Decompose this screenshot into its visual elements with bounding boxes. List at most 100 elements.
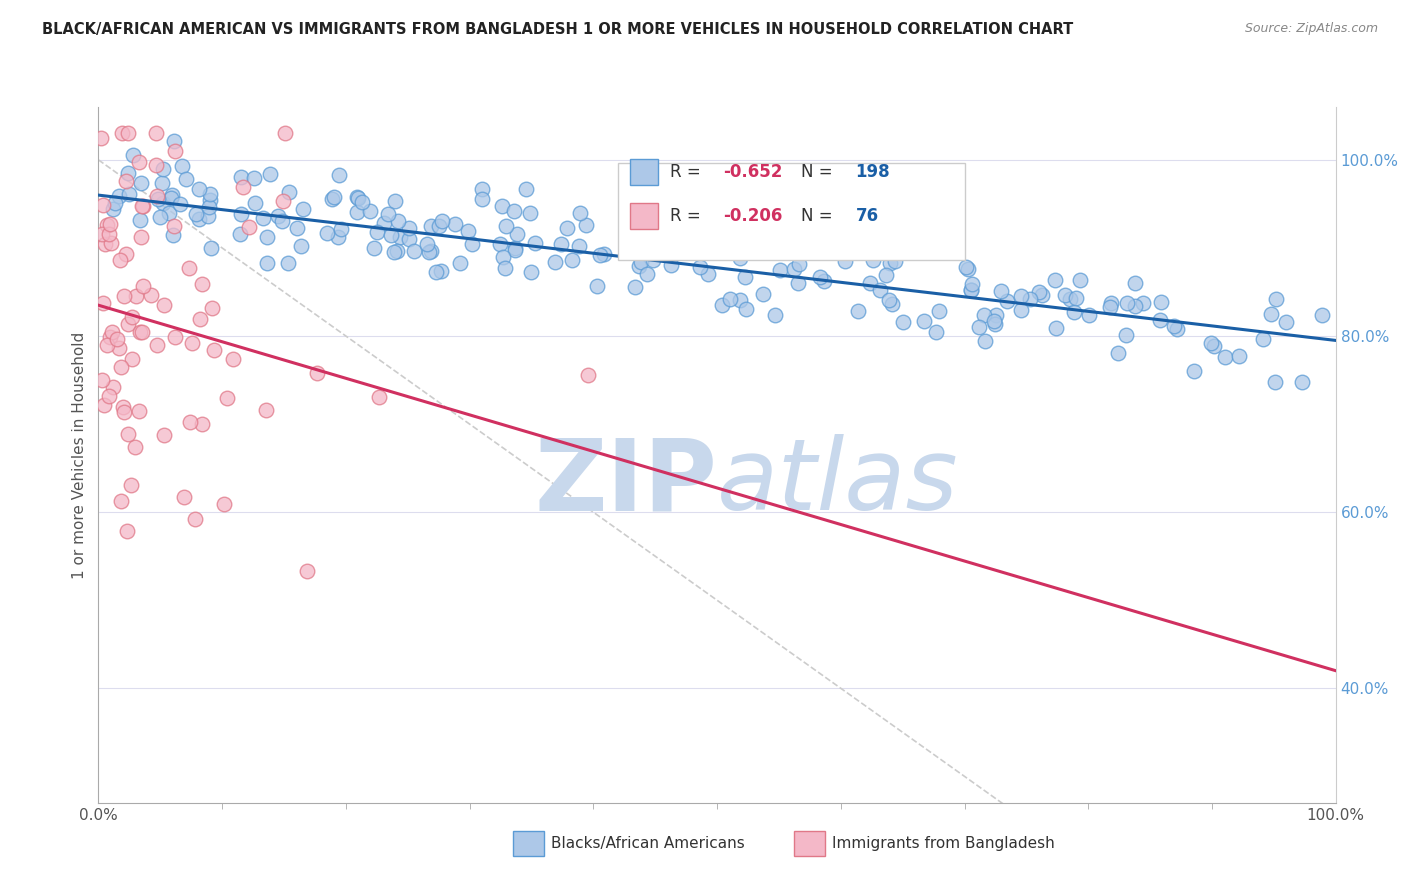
- Point: [214, 498, 236, 512]
- Point: [232, 180, 254, 194]
- Point: [377, 207, 399, 221]
- Point: [792, 231, 814, 245]
- Point: [254, 403, 277, 417]
- Point: [124, 440, 146, 454]
- Point: [243, 171, 266, 186]
- Point: [1260, 307, 1282, 321]
- Point: [295, 565, 318, 579]
- Point: [118, 187, 141, 202]
- Point: [519, 206, 541, 220]
- Point: [960, 283, 983, 297]
- Point: [346, 204, 368, 219]
- Point: [1132, 295, 1154, 310]
- Point: [957, 262, 980, 277]
- Point: [1053, 288, 1076, 302]
- Point: [990, 284, 1012, 298]
- Point: [1059, 293, 1081, 307]
- Point: [90, 131, 112, 145]
- Point: [117, 127, 139, 141]
- Point: [550, 236, 572, 251]
- Point: [146, 189, 169, 203]
- Point: [420, 219, 443, 233]
- Point: [115, 174, 138, 188]
- Point: [132, 199, 155, 213]
- Point: [91, 227, 114, 241]
- Point: [229, 207, 252, 221]
- Point: [131, 199, 153, 213]
- Point: [875, 268, 897, 282]
- Point: [973, 334, 995, 348]
- Point: [367, 390, 389, 404]
- Point: [728, 251, 751, 265]
- Point: [285, 221, 308, 235]
- Point: [256, 230, 278, 244]
- Point: [643, 253, 665, 268]
- Point: [198, 200, 221, 214]
- Point: [543, 255, 565, 269]
- Point: [636, 267, 658, 281]
- Point: [366, 225, 388, 239]
- Point: [184, 511, 207, 525]
- Point: [98, 217, 121, 231]
- Point: [1150, 294, 1173, 309]
- Point: [696, 268, 718, 282]
- Point: [555, 221, 578, 235]
- Point: [326, 230, 349, 244]
- Point: [172, 159, 194, 173]
- Point: [730, 293, 752, 307]
- Point: [117, 166, 139, 180]
- Point: [461, 236, 484, 251]
- Point: [925, 325, 948, 339]
- Point: [110, 360, 132, 375]
- Point: [94, 237, 117, 252]
- Point: [305, 366, 328, 380]
- Point: [215, 391, 238, 405]
- Point: [418, 245, 440, 260]
- Point: [129, 325, 152, 339]
- Text: 198: 198: [856, 162, 890, 181]
- Point: [862, 253, 884, 268]
- Point: [1069, 273, 1091, 287]
- Point: [1163, 318, 1185, 333]
- Point: [1028, 285, 1050, 299]
- Point: [252, 211, 274, 226]
- Point: [152, 162, 174, 177]
- Point: [97, 389, 120, 403]
- Point: [1010, 303, 1032, 318]
- Point: [419, 244, 441, 258]
- Point: [1116, 295, 1139, 310]
- Point: [1199, 336, 1222, 351]
- Point: [267, 209, 290, 223]
- Point: [100, 235, 122, 250]
- Point: [846, 304, 869, 318]
- Point: [330, 222, 353, 236]
- Point: [444, 217, 467, 231]
- Point: [229, 169, 252, 184]
- Point: [1066, 291, 1088, 305]
- Point: [274, 127, 297, 141]
- Point: [200, 186, 222, 201]
- Point: [865, 220, 887, 235]
- Point: [179, 261, 201, 276]
- Point: [101, 202, 124, 216]
- Point: [763, 308, 786, 322]
- Point: [153, 427, 176, 442]
- Point: [1063, 305, 1085, 319]
- Point: [506, 227, 529, 241]
- Point: [139, 288, 162, 302]
- Point: [115, 247, 138, 261]
- Point: [769, 262, 792, 277]
- Point: [290, 239, 312, 253]
- Point: [122, 148, 145, 162]
- Point: [415, 237, 437, 252]
- Point: [561, 253, 583, 268]
- Point: [104, 196, 127, 211]
- Point: [589, 248, 612, 262]
- Point: [96, 219, 118, 233]
- Point: [179, 415, 201, 429]
- Point: [1265, 292, 1288, 306]
- Point: [165, 330, 187, 344]
- Point: [718, 292, 741, 306]
- Point: [243, 196, 266, 211]
- Bar: [630, 159, 658, 185]
